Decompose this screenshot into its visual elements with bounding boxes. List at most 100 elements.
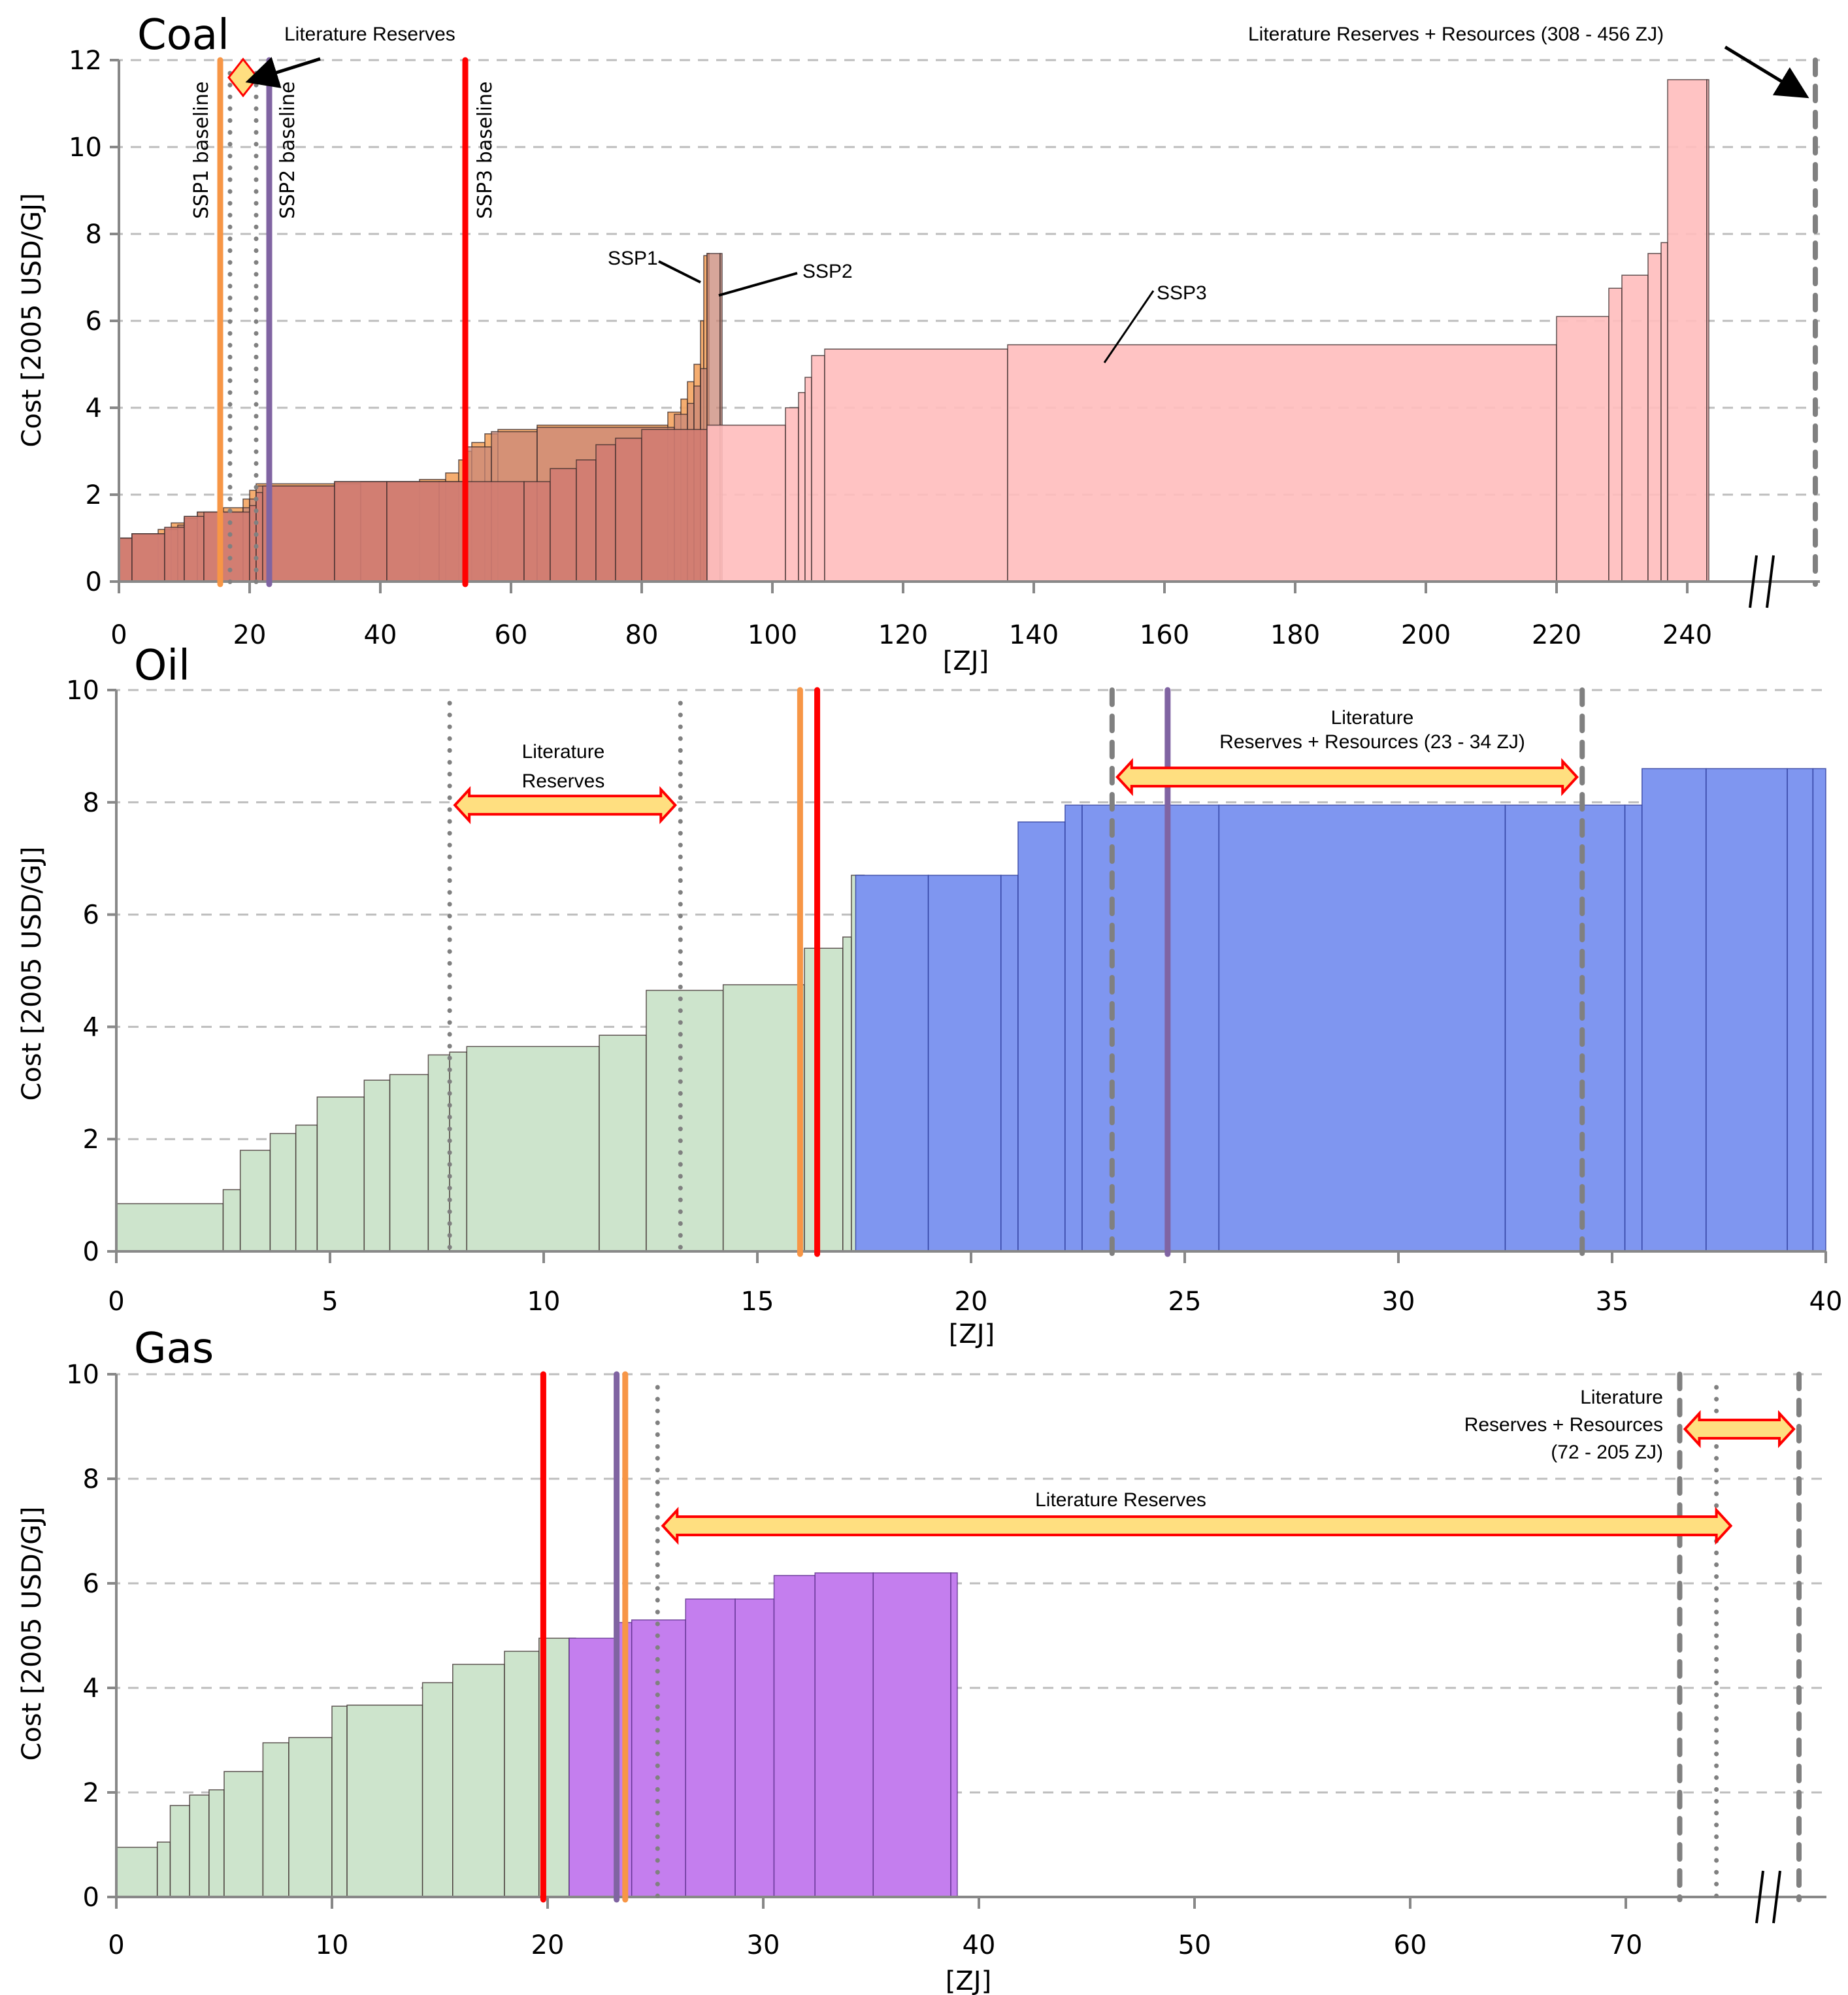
x-tick-label: 60 bbox=[495, 620, 528, 650]
x-tick-label: 40 bbox=[364, 620, 397, 650]
gas-panel: 0 2 4 6 8 10 0 10 20 30 40 50 60 70 bbox=[66, 1360, 1826, 1960]
coal-lit-reserves-range-arrow bbox=[227, 58, 259, 98]
x-tick-label: 60 bbox=[1394, 1930, 1427, 1960]
x-tick-label: 40 bbox=[1809, 1287, 1843, 1317]
x-tick-label: 0 bbox=[108, 1287, 124, 1317]
y-tick-label: 4 bbox=[83, 1673, 99, 1704]
bar-coal-ssp3 bbox=[785, 407, 799, 582]
bar-oil-conventional bbox=[116, 1203, 224, 1252]
y-tick-label: 8 bbox=[86, 220, 102, 250]
bar-coal-ssp3 bbox=[386, 481, 525, 582]
x-tick-label: 20 bbox=[955, 1287, 988, 1317]
bar-coal-ssp3 bbox=[334, 481, 388, 582]
bar-coal-ssp3 bbox=[1556, 316, 1609, 582]
bar-oil-unconventional bbox=[855, 874, 929, 1252]
bar-coal-ssp3 bbox=[615, 437, 642, 582]
bar-coal-ssp3 bbox=[203, 511, 250, 582]
bar-oil-unconventional bbox=[1081, 804, 1220, 1252]
bar-gas-conventional bbox=[452, 1664, 505, 1898]
bar-gas-unconventional bbox=[631, 1619, 686, 1898]
bar-gas-unconventional bbox=[685, 1598, 736, 1898]
y-tick-label: 10 bbox=[66, 676, 99, 706]
bar-coal-ssp3 bbox=[1667, 79, 1708, 582]
ssp1-baseline-label: SSP1 baseline bbox=[190, 82, 213, 219]
bar-oil-unconventional bbox=[1624, 804, 1643, 1252]
bar-oil-unconventional bbox=[1000, 874, 1019, 1252]
bar-gas-conventional bbox=[346, 1704, 423, 1898]
bar-coal-ssp3 bbox=[550, 468, 577, 582]
gas-y-axis-title: Cost [2005 USD/GJ] bbox=[17, 1506, 47, 1760]
bar-oil-unconventional bbox=[1017, 821, 1066, 1252]
y-tick-label: 10 bbox=[66, 1360, 99, 1390]
x-tick-label: 5 bbox=[322, 1287, 338, 1317]
bar-coal-ssp3 bbox=[262, 485, 335, 582]
x-tick-label: 70 bbox=[1609, 1930, 1643, 1960]
x-tick-label: 40 bbox=[963, 1930, 996, 1960]
axis-break-mark bbox=[1755, 1870, 1764, 1924]
oil-lit-rr-label-2: Reserves + Resources (23 - 34 ZJ) bbox=[1219, 731, 1525, 753]
gas-title: Gas bbox=[134, 1325, 214, 1373]
gas-lit-reserves-range-arrow bbox=[661, 1506, 1733, 1545]
bar-coal-ssp3 bbox=[1660, 242, 1668, 582]
bar-gas-unconventional bbox=[569, 1638, 619, 1898]
bar-oil-conventional bbox=[427, 1054, 450, 1252]
coal-ssp2-callout: SSP2 bbox=[802, 261, 853, 282]
gas-x-axis-title: [ZJ] bbox=[946, 1966, 991, 1995]
bar-oil-conventional bbox=[466, 1046, 600, 1252]
bar-oil-conventional bbox=[363, 1080, 391, 1252]
bar-gas-conventional bbox=[421, 1682, 454, 1898]
bar-oil-conventional bbox=[222, 1189, 241, 1252]
bar-coal-ssp3 bbox=[131, 533, 165, 582]
x-tick-label: 30 bbox=[1382, 1287, 1415, 1317]
y-tick-label: 12 bbox=[69, 46, 102, 76]
coal-ssp3-leader bbox=[1103, 290, 1155, 363]
oil-title: Oil bbox=[134, 642, 190, 690]
oil-x-axis-title: [ZJ] bbox=[949, 1319, 995, 1349]
x-tick-label: 25 bbox=[1168, 1287, 1202, 1317]
bar-oil-unconventional bbox=[1787, 768, 1814, 1252]
x-tick-label: 180 bbox=[1270, 620, 1320, 650]
x-tick-label: 100 bbox=[748, 620, 797, 650]
y-tick-label: 6 bbox=[86, 306, 102, 337]
x-tick-label: 15 bbox=[741, 1287, 774, 1317]
bar-oil-unconventional bbox=[927, 874, 1002, 1252]
bar-oil-conventional bbox=[842, 936, 852, 1252]
y-tick-label: 2 bbox=[83, 1778, 99, 1808]
x-tick-label: 20 bbox=[233, 620, 267, 650]
bar-gas-conventional bbox=[288, 1737, 333, 1898]
x-tick-label: 80 bbox=[625, 620, 659, 650]
axis-break-mark bbox=[1772, 1870, 1781, 1924]
bar-gas-unconventional bbox=[814, 1572, 874, 1898]
bar-coal-ssp3 bbox=[184, 516, 205, 582]
coal-title: Coal bbox=[137, 11, 229, 59]
bar-gas-conventional bbox=[262, 1742, 289, 1898]
x-tick-label: 10 bbox=[316, 1930, 349, 1960]
bar-coal-ssp3 bbox=[804, 376, 812, 582]
bar-coal-ssp3 bbox=[118, 537, 133, 582]
oil-lit-reserves-label-2: Reserves bbox=[522, 770, 605, 792]
x-tick-label: 30 bbox=[747, 1930, 780, 1960]
y-tick-label: 2 bbox=[86, 480, 102, 510]
y-tick-label: 6 bbox=[83, 1569, 99, 1599]
coal-ssp1-leader bbox=[658, 260, 701, 284]
ssp3-baseline-label: SSP3 baseline bbox=[474, 82, 497, 219]
bar-coal-ssp3 bbox=[641, 429, 708, 582]
bar-gas-unconventional bbox=[950, 1572, 958, 1898]
bar-coal-ssp3 bbox=[824, 348, 1008, 582]
bar-coal-ssp3 bbox=[706, 424, 786, 582]
bar-oil-conventional bbox=[316, 1096, 365, 1252]
bar-oil-conventional bbox=[599, 1034, 647, 1252]
bar-coal-ssp3 bbox=[1621, 274, 1649, 582]
y-tick-label: 0 bbox=[83, 1883, 99, 1913]
gas-lit-rr-label-3: (72 - 205 ZJ) bbox=[1551, 1442, 1663, 1463]
bar-oil-conventional bbox=[722, 984, 805, 1252]
y-tick-label: 8 bbox=[83, 788, 99, 818]
bar-oil-conventional bbox=[239, 1149, 271, 1252]
bar-gas-conventional bbox=[156, 1841, 171, 1898]
bar-oil-conventional bbox=[646, 989, 724, 1252]
x-tick-label: 50 bbox=[1178, 1930, 1212, 1960]
coal-literature-reserves-label: Literature Reserves bbox=[284, 24, 455, 45]
coal-ssp3-callout: SSP3 bbox=[1157, 282, 1207, 304]
x-tick-label: 120 bbox=[878, 620, 928, 650]
coal-ssp2-leader bbox=[718, 272, 798, 297]
